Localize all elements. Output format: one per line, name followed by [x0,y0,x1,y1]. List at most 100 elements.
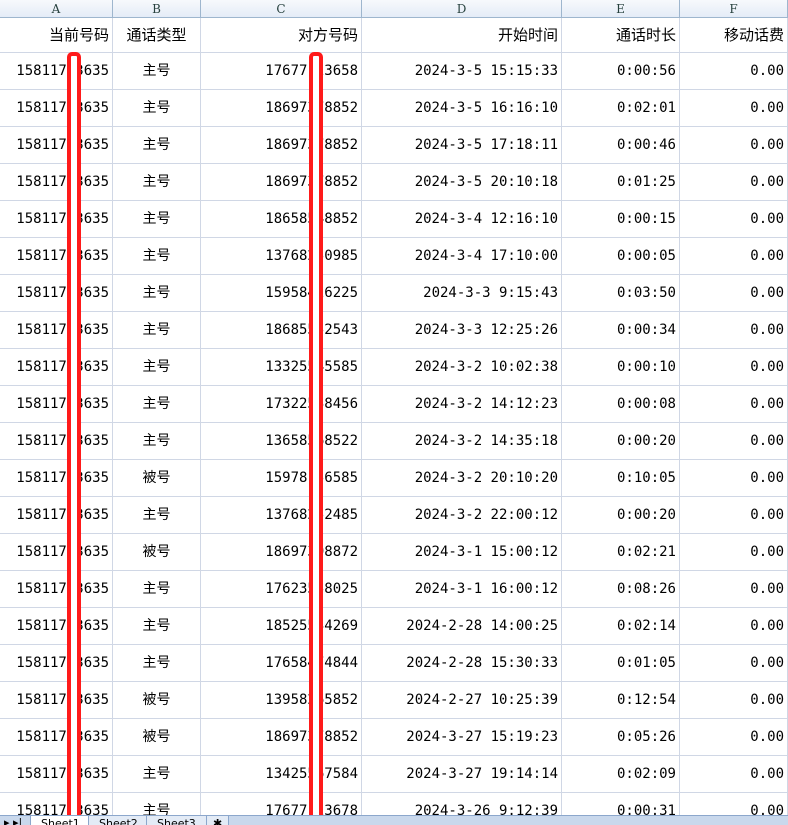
table-cell[interactable]: 15811753635 [0,497,113,534]
table-cell[interactable]: 主号 [113,127,201,164]
header-cell[interactable]: 通话类型 [113,18,201,53]
table-cell[interactable]: 0.00 [680,793,788,815]
table-cell[interactable]: 主号 [113,53,201,90]
table-cell[interactable]: 15811753635 [0,238,113,275]
table-cell[interactable]: 0.00 [680,719,788,756]
table-cell[interactable]: 0.00 [680,201,788,238]
table-cell[interactable]: 15811753635 [0,349,113,386]
tab-sheet3[interactable]: Sheet3 [146,816,207,825]
table-cell[interactable]: 0:00:46 [562,127,680,164]
table-cell[interactable]: 15811753635 [0,312,113,349]
table-cell[interactable]: 0:00:20 [562,423,680,460]
header-cell[interactable]: 当前号码 [0,18,113,53]
table-cell[interactable]: 15811753635 [0,682,113,719]
table-cell[interactable]: 0:00:31 [562,793,680,815]
table-cell[interactable]: 2024-3-26 9:12:39 [362,793,562,815]
table-cell[interactable]: 0:00:15 [562,201,680,238]
table-cell[interactable]: 2024-3-2 22:00:12 [362,497,562,534]
table-cell[interactable]: 18525534269 [201,608,362,645]
table-cell[interactable]: 0:03:50 [562,275,680,312]
header-cell[interactable]: 通话时长 [562,18,680,53]
table-cell[interactable]: 0.00 [680,682,788,719]
table-cell[interactable]: 0.00 [680,53,788,90]
table-cell[interactable]: 2024-3-3 9:15:43 [362,275,562,312]
table-cell[interactable]: 主号 [113,164,201,201]
table-cell[interactable]: 0.00 [680,608,788,645]
table-cell[interactable]: 18685552543 [201,312,362,349]
tab-scroll-arrows-icon[interactable]: ▸ ▸| [4,816,23,825]
table-cell[interactable]: 主号 [113,497,201,534]
table-cell[interactable]: 被号 [113,719,201,756]
table-cell[interactable]: 18697378852 [201,127,362,164]
table-cell[interactable]: 15811753635 [0,90,113,127]
table-cell[interactable]: 18697398872 [201,534,362,571]
table-cell[interactable]: 主号 [113,238,201,275]
column-header-C[interactable]: C [201,0,362,18]
table-cell[interactable]: 0.00 [680,349,788,386]
table-cell[interactable]: 0:02:09 [562,756,680,793]
table-cell[interactable]: 主号 [113,386,201,423]
table-cell[interactable]: 17623558025 [201,571,362,608]
table-cell[interactable]: 15978156585 [201,460,362,497]
table-cell[interactable]: 17322538456 [201,386,362,423]
table-cell[interactable]: 主号 [113,423,201,460]
table-cell[interactable]: 2024-3-1 15:00:12 [362,534,562,571]
tab-sheet2[interactable]: Sheet2 [88,816,149,825]
table-cell[interactable]: 2024-3-5 20:10:18 [362,164,562,201]
table-cell[interactable]: 2024-3-2 14:12:23 [362,386,562,423]
table-cell[interactable]: 0.00 [680,645,788,682]
table-cell[interactable]: 15811753635 [0,386,113,423]
table-cell[interactable]: 13768252485 [201,497,362,534]
table-cell[interactable]: 2024-3-5 17:18:11 [362,127,562,164]
table-cell[interactable]: 主号 [113,312,201,349]
table-cell[interactable]: 18697378852 [201,164,362,201]
table-cell[interactable]: 0.00 [680,127,788,164]
table-cell[interactable]: 被号 [113,682,201,719]
table-cell[interactable]: 15811753635 [0,719,113,756]
table-cell[interactable]: 2024-3-5 16:16:10 [362,90,562,127]
table-cell[interactable]: 15811753635 [0,423,113,460]
tab-sheet1[interactable]: Sheet1 [30,816,91,825]
table-cell[interactable]: 15811753635 [0,571,113,608]
table-cell[interactable]: 0.00 [680,275,788,312]
table-cell[interactable]: 15811753635 [0,164,113,201]
table-cell[interactable]: 0.00 [680,571,788,608]
table-cell[interactable]: 主号 [113,793,201,815]
table-cell[interactable]: 15811753635 [0,645,113,682]
table-cell[interactable]: 0:00:20 [562,497,680,534]
table-cell[interactable]: 0.00 [680,312,788,349]
table-cell[interactable]: 主号 [113,275,201,312]
table-cell[interactable]: 被号 [113,460,201,497]
table-cell[interactable]: 0.00 [680,90,788,127]
table-cell[interactable]: 0:00:34 [562,312,680,349]
table-cell[interactable]: 15811753635 [0,201,113,238]
table-cell[interactable]: 13958265852 [201,682,362,719]
table-cell[interactable]: 13425567584 [201,756,362,793]
table-cell[interactable]: 2024-2-28 15:30:33 [362,645,562,682]
column-header-B[interactable]: B [113,0,201,18]
table-cell[interactable]: 15811753635 [0,793,113,815]
table-cell[interactable]: 0:02:14 [562,608,680,645]
header-cell[interactable]: 对方号码 [201,18,362,53]
table-cell[interactable]: 0:12:54 [562,682,680,719]
table-cell[interactable]: 0:00:56 [562,53,680,90]
table-cell[interactable]: 2024-3-2 10:02:38 [362,349,562,386]
table-cell[interactable]: 2024-3-4 17:10:00 [362,238,562,275]
table-cell[interactable]: 13658568522 [201,423,362,460]
table-cell[interactable]: 0.00 [680,756,788,793]
table-cell[interactable]: 主号 [113,645,201,682]
column-header-E[interactable]: E [562,0,680,18]
column-header-F[interactable]: F [680,0,788,18]
table-cell[interactable]: 0.00 [680,386,788,423]
table-cell[interactable]: 2024-3-2 14:35:18 [362,423,562,460]
table-cell[interactable]: 0:10:05 [562,460,680,497]
table-cell[interactable]: 15811753635 [0,534,113,571]
table-cell[interactable]: 13768250985 [201,238,362,275]
header-cell[interactable]: 移动话费 [680,18,788,53]
table-cell[interactable]: 主号 [113,608,201,645]
table-cell[interactable]: 2024-3-1 16:00:12 [362,571,562,608]
table-cell[interactable]: 0.00 [680,164,788,201]
table-cell[interactable]: 18697378852 [201,90,362,127]
table-cell[interactable]: 主号 [113,571,201,608]
